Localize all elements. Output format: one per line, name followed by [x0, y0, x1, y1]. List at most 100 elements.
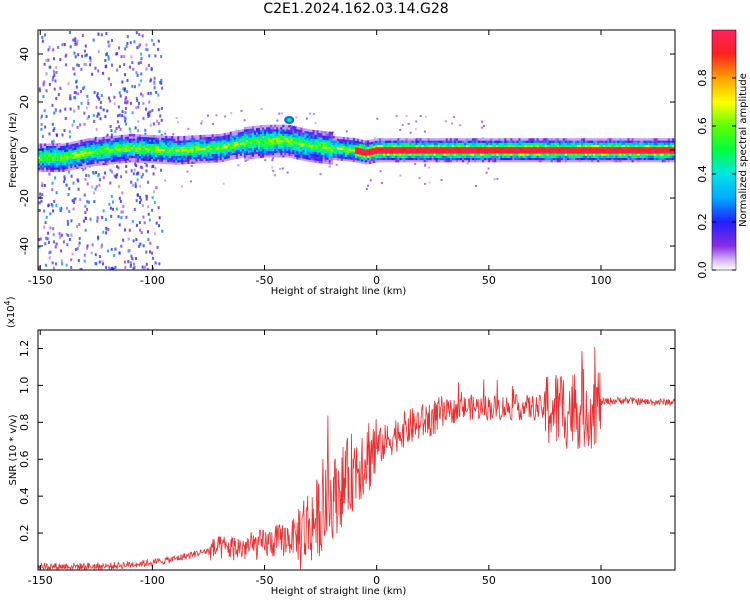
noise-cell — [142, 204, 144, 207]
noise-cell — [110, 215, 112, 218]
noise-cell — [77, 126, 79, 129]
noise-cell — [56, 242, 58, 245]
noise-cell — [107, 55, 109, 58]
noise-cell — [381, 182, 383, 184]
noise-cell — [46, 115, 48, 118]
noise-cell — [40, 200, 42, 203]
noise-cell — [82, 34, 84, 37]
noise-cell — [59, 58, 61, 61]
noise-cell — [89, 56, 91, 59]
noise-cell — [125, 170, 127, 173]
noise-cell — [98, 50, 100, 53]
noise-cell — [158, 224, 160, 227]
noise-cell — [279, 168, 281, 170]
noise-cell — [126, 90, 128, 93]
noise-cell — [68, 210, 70, 213]
noise-cell — [79, 198, 81, 201]
noise-cell — [51, 182, 53, 185]
noise-cell — [120, 175, 122, 178]
noise-cell — [494, 178, 496, 180]
noise-cell — [124, 73, 126, 76]
noise-cell — [137, 194, 139, 197]
snr-panel: -150 -100 -50 0 50 1000.20.40.60.81.01.2Heigh… — [3, 296, 675, 597]
noise-cell — [496, 178, 498, 180]
noise-cell — [39, 201, 41, 204]
noise-cell — [51, 141, 53, 144]
noise-cell — [118, 46, 120, 49]
noise-cell — [133, 40, 135, 43]
noise-cell — [244, 119, 246, 121]
noise-cell — [207, 115, 209, 117]
noise-cell — [125, 107, 127, 110]
noise-cell — [329, 166, 331, 168]
noise-cell — [65, 63, 67, 66]
noise-cell — [131, 61, 133, 64]
x-tick-label: 50 — [482, 574, 496, 587]
noise-cell — [69, 130, 71, 133]
noise-cell — [68, 193, 70, 196]
noise-cell — [91, 251, 93, 254]
noise-cell — [138, 83, 140, 86]
noise-cell — [66, 207, 68, 210]
y-tick-label: 0.8 — [18, 414, 31, 432]
noise-cell — [140, 199, 142, 202]
noise-cell — [116, 208, 118, 211]
noise-cell — [102, 231, 104, 234]
noise-cell — [95, 188, 97, 191]
noise-cell — [129, 229, 131, 232]
noise-cell — [136, 99, 138, 102]
x-tick-label: 100 — [590, 274, 611, 287]
noise-cell — [100, 101, 102, 104]
noise-cell — [44, 109, 46, 112]
noise-cell — [124, 111, 126, 114]
noise-cell — [109, 100, 111, 103]
noise-cell — [49, 251, 51, 254]
noise-cell — [114, 248, 116, 251]
noise-cell — [70, 234, 72, 237]
noise-cell — [133, 267, 135, 270]
noise-cell — [415, 120, 417, 122]
noise-cell — [108, 267, 110, 270]
noise-cell — [145, 67, 147, 70]
noise-cell — [142, 216, 144, 219]
noise-cell — [134, 85, 136, 88]
noise-cell — [61, 133, 63, 136]
noise-cell — [146, 198, 148, 201]
noise-cell — [95, 67, 97, 70]
noise-cell — [140, 53, 142, 56]
noise-cell — [119, 65, 121, 68]
noise-cell — [53, 267, 55, 270]
noise-cell — [153, 190, 155, 193]
noise-cell — [108, 97, 110, 100]
noise-cell — [143, 117, 145, 120]
noise-cell — [87, 244, 89, 247]
noise-cell — [116, 69, 118, 72]
noise-cell — [69, 238, 71, 241]
noise-cell — [129, 131, 131, 134]
noise-cell — [40, 128, 42, 131]
noise-cell — [84, 123, 86, 126]
noise-cell — [112, 267, 114, 270]
noise-cell — [44, 63, 46, 66]
noise-cell — [97, 216, 99, 219]
noise-cell — [138, 33, 140, 36]
noise-cell — [88, 115, 90, 118]
noise-cell — [61, 262, 63, 265]
noise-cell — [93, 114, 95, 117]
noise-cell — [72, 124, 74, 127]
noise-cell — [72, 39, 74, 42]
noise-cell — [429, 181, 431, 183]
noise-cell — [144, 266, 146, 269]
noise-cell — [74, 37, 76, 40]
noise-cell — [55, 204, 57, 207]
noise-cell — [99, 178, 101, 181]
noise-cell — [146, 195, 148, 198]
noise-cell — [94, 262, 96, 265]
noise-cell — [93, 200, 95, 203]
noise-cell — [486, 172, 488, 174]
noise-cell — [80, 68, 82, 71]
noise-cell — [118, 105, 120, 108]
noise-cell — [140, 166, 142, 169]
noise-cell — [84, 205, 86, 208]
noise-cell — [52, 261, 54, 264]
